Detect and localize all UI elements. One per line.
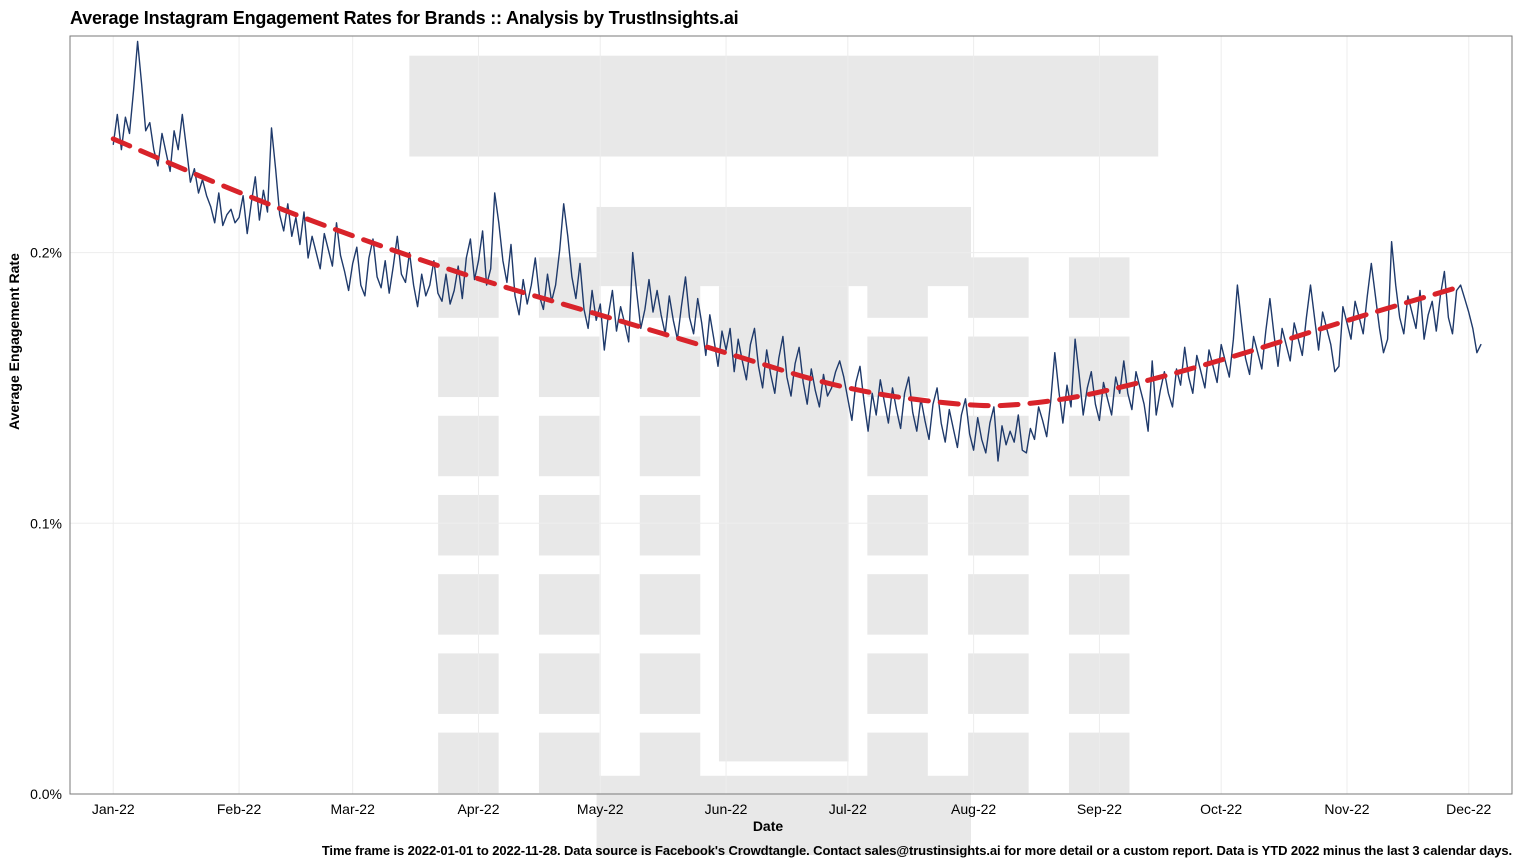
- svg-text:0.0%: 0.0%: [30, 786, 62, 802]
- chart-container: Average Instagram Engagement Rates for B…: [0, 0, 1536, 864]
- svg-text:0.1%: 0.1%: [30, 515, 62, 531]
- chart-svg: Jan-22 Feb-22 Mar-22 Apr-22 May-22 Jun-22 Jul-…: [0, 0, 1536, 864]
- svg-text:Dec-22: Dec-22: [1446, 801, 1491, 817]
- svg-text:Feb-22: Feb-22: [217, 801, 262, 817]
- svg-text:Sep-22: Sep-22: [1077, 801, 1122, 817]
- svg-text:Apr-22: Apr-22: [457, 801, 499, 817]
- svg-text:May-22: May-22: [577, 801, 624, 817]
- svg-text:Jan-22: Jan-22: [92, 801, 135, 817]
- y-axis-label: Average Engagement Rate: [6, 253, 22, 430]
- chart-caption: Time frame is 2022-01-01 to 2022-11-28. …: [322, 843, 1512, 858]
- svg-text:0.2%: 0.2%: [30, 245, 62, 261]
- svg-text:Jul-22: Jul-22: [829, 801, 867, 817]
- svg-text:Jun-22: Jun-22: [705, 801, 748, 817]
- svg-text:Aug-22: Aug-22: [951, 801, 996, 817]
- svg-text:Oct-22: Oct-22: [1200, 801, 1242, 817]
- svg-text:Nov-22: Nov-22: [1324, 801, 1369, 817]
- chart-title: Average Instagram Engagement Rates for B…: [70, 8, 738, 29]
- x-axis-label: Date: [753, 818, 783, 834]
- svg-text:Mar-22: Mar-22: [331, 801, 376, 817]
